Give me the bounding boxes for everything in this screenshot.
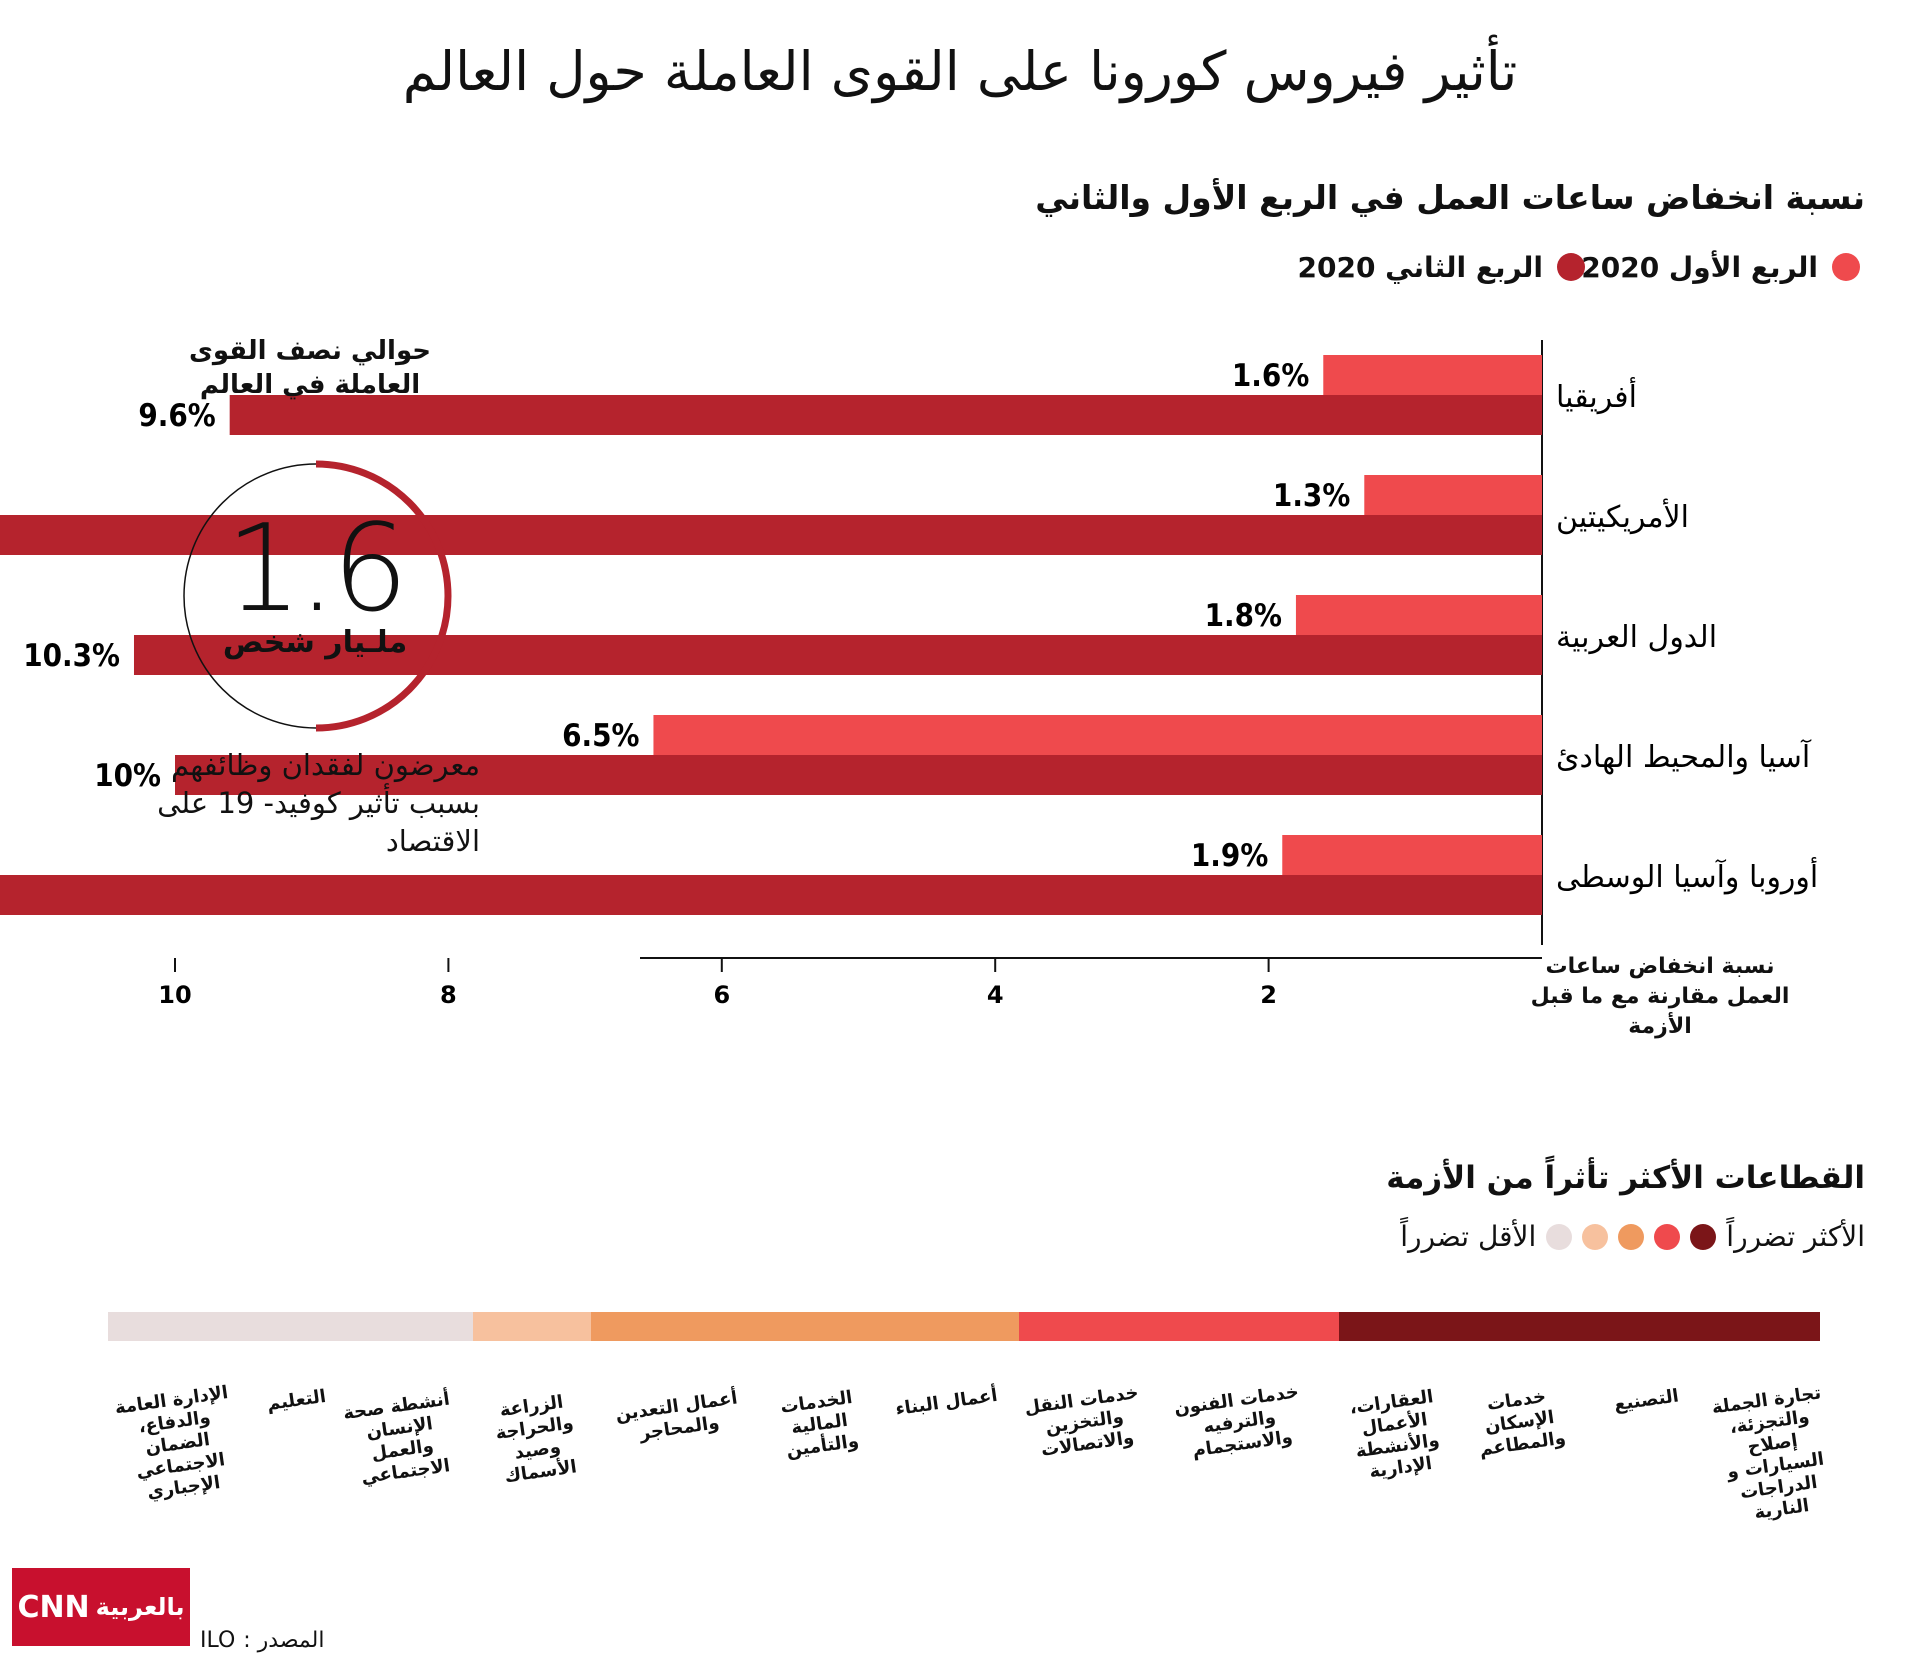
sector-agriculture: الزراعة والحراجة وصيد الأسماك [494,1391,579,1488]
x-tick-label: 2 [1260,981,1277,1009]
page-title: تأثير فيروس كورونا على القوى العاملة حول… [402,40,1518,103]
bar-q2 [133,635,1543,675]
bar-q2 [175,755,1542,795]
severity-dot-1 [1690,1223,1717,1250]
sector-education: التعليم [265,1385,328,1415]
legend-q1-swatch [1832,253,1860,281]
x-axis-label: نسبة انخفاض ساعات العمل مقارنة مع ما قبل… [1530,954,1790,1039]
sector-construction: أعمال البناء [894,1384,999,1420]
data-label-q1: 1.8% [1205,598,1282,634]
severity-segment-medium [591,1312,1019,1341]
category-label: الدول العربية [1556,620,1717,655]
legend-q2-swatch [1557,253,1585,281]
sector-manufacturing: التصنيع [1612,1385,1681,1416]
bar-q1 [1282,835,1542,875]
severity-dot-2 [1654,1223,1681,1250]
sector-health: أنشطة صحة الإنسان والعمل الاجتماعي [341,1388,452,1489]
half-ring-gauge [183,460,452,732]
source-note: المصدر : ILO [200,1628,324,1653]
sector-arts: خدمات الفنون والترفيه والاستجمام [1172,1381,1301,1462]
severity-bar [108,1312,1820,1341]
severity-most-label: الأكثر تضرراً [1726,1220,1865,1253]
severity-segment-least [108,1312,473,1341]
severity-dot-4 [1582,1223,1609,1250]
circle-heading: حوالي نصف القوى العاملة في العالم [189,336,431,400]
sectors-title: القطاعات الأكثر تأثراً من الأزمة [1386,1160,1865,1196]
x-tick-label: 8 [440,981,457,1009]
severity-least-label: الأقل تضرراً [1400,1220,1537,1253]
x-tick-label: 6 [713,981,730,1009]
severity-segment-most [1339,1312,1820,1341]
severity-segment-low [473,1312,591,1341]
x-tick-label: 4 [987,981,1004,1009]
sector-transport: خدمات النقل والتخزين والاتصالات [1023,1382,1140,1461]
sector-accommodation: خدمات الإسكان والمطاعم [1478,1385,1568,1461]
bar-q2 [229,395,1543,435]
bar-chart: 24681012141.6%9.6%أفريقيا1.3%12.4%الأمري… [0,340,1818,1009]
data-label-q1: 1.3% [1273,478,1350,514]
data-label-q1: 6.5% [562,718,639,754]
sector-mining: أعمال التعدين والمحاجر [614,1387,739,1445]
big-number: 1.6 [225,500,409,639]
severity-legend: الأكثر تضرراً الأقل تضرراً [1400,1220,1865,1253]
big-number-unit: ملـيار شخص [222,625,408,660]
bar-q1 [1295,595,1542,635]
legend-q1: الربع الأول 2020 [1581,245,1860,289]
data-label-q2: 10% [94,758,161,794]
data-label-q1: 1.9% [1191,838,1268,874]
sector-real-estate: العقارات، الأعمال والأنشطة الإدارية [1348,1386,1441,1483]
legend-q1-label: الربع الأول 2020 [1581,250,1818,284]
severity-segment-high [1019,1312,1339,1341]
legend-q2-label: الربع الثاني 2020 [1297,250,1544,284]
gauge-arc [315,460,452,732]
circle-description: معرضون لفقدان وظائفهم بسبب تأثير كوفيد- … [157,748,480,858]
bar-q1 [1364,475,1542,515]
logo-cnn: CNN [17,1589,90,1625]
category-label: الأمريكيتين [1556,497,1689,535]
category-label: آسيا والمحيط الهادئ [1556,739,1812,775]
bar-q1 [653,715,1542,755]
severity-dot-3 [1618,1223,1645,1250]
bar-q2 [0,515,1542,555]
data-label-q2: 9.6% [138,398,215,434]
sector-finance: الخدمات المالية والتأمين [779,1386,861,1462]
category-label: أوروبا وآسيا الوسطى [1556,856,1818,895]
source-label: المصدر : [243,1628,325,1653]
data-label-q2: 10.3% [23,638,120,674]
data-label-q1: 1.6% [1232,358,1309,394]
sector-public-admin: الإدارة العامة والدفاع، الضمان الاجتماعي… [113,1382,230,1504]
sector-wholesale-retail: تجارة الجملة والتجزئة، إصلاح السيارات و … [1710,1382,1826,1524]
bar-q1 [1323,355,1542,395]
source-value: ILO [200,1628,236,1653]
chart-title: نسبة انخفاض ساعات العمل في الربع الأول و… [1035,178,1865,217]
bar-q2 [0,875,1543,915]
x-tick-label: 10 [158,981,191,1009]
severity-dot-5 [1546,1223,1573,1250]
category-label: أفريقيا [1556,376,1637,415]
legend-q2: الربع الثاني 2020 [1297,245,1585,289]
cnn-arabic-logo[interactable]: CNN بالعربية [12,1568,190,1646]
logo-arabic: بالعربية [95,1593,185,1621]
